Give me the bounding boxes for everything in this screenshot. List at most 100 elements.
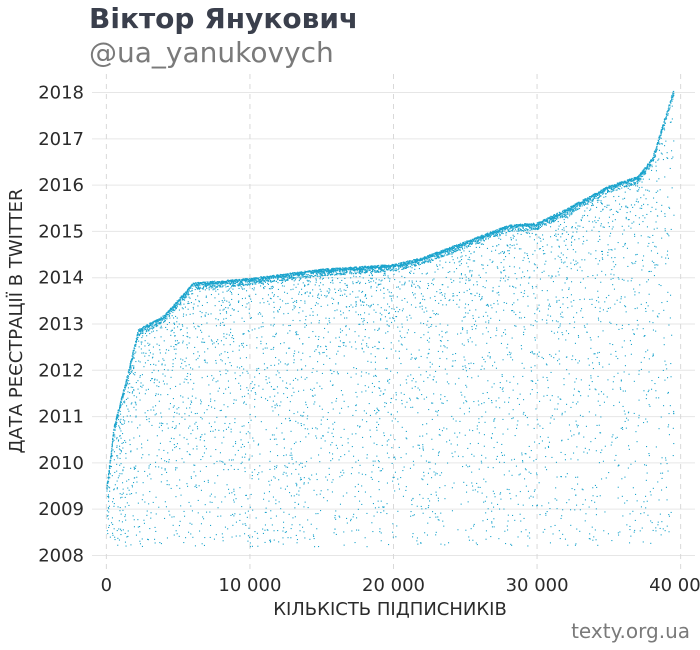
data-point: [386, 444, 388, 446]
data-point: [200, 401, 202, 403]
data-point: [522, 226, 524, 228]
data-point: [410, 374, 412, 376]
data-point: [191, 290, 193, 292]
data-point: [140, 343, 142, 345]
data-point: [215, 286, 217, 288]
data-point: [117, 455, 119, 457]
data-point: [471, 300, 473, 302]
data-point: [155, 323, 157, 325]
data-point: [368, 281, 370, 283]
data-point: [275, 332, 277, 334]
data-point: [435, 251, 437, 253]
data-point: [273, 434, 275, 436]
data-point: [416, 397, 418, 399]
data-point: [119, 507, 121, 509]
data-point: [166, 329, 168, 331]
data-point: [163, 318, 165, 320]
data-point: [481, 365, 483, 367]
data-point: [546, 244, 548, 246]
data-point: [452, 456, 454, 458]
data-point: [313, 403, 315, 405]
data-point: [132, 515, 134, 517]
data-point: [471, 328, 473, 330]
data-point: [552, 320, 554, 322]
data-point: [126, 502, 128, 504]
data-point: [495, 406, 497, 408]
data-point: [148, 349, 150, 351]
data-point: [234, 454, 236, 456]
data-point: [252, 509, 254, 511]
data-point: [464, 247, 466, 249]
data-point: [441, 284, 443, 286]
data-point: [612, 344, 614, 346]
data-point: [664, 176, 666, 178]
data-point: [172, 524, 174, 526]
data-point: [391, 308, 393, 310]
data-point: [651, 164, 653, 166]
data-point: [669, 108, 671, 110]
data-point: [260, 285, 262, 287]
data-point: [133, 519, 135, 521]
data-point: [525, 228, 527, 230]
data-point: [120, 530, 122, 532]
data-point: [217, 515, 219, 517]
data-point: [639, 178, 641, 180]
data-point: [491, 400, 493, 402]
data-point: [524, 468, 526, 470]
data-point: [647, 349, 649, 351]
data-point: [384, 273, 386, 275]
data-point: [352, 414, 354, 416]
data-point: [405, 437, 407, 439]
data-point: [305, 315, 307, 317]
data-point: [336, 447, 338, 449]
data-point: [232, 445, 234, 447]
data-point: [645, 310, 647, 312]
data-point: [114, 434, 116, 436]
data-point: [133, 395, 135, 397]
data-point: [641, 181, 643, 183]
data-point: [660, 472, 662, 474]
data-point: [372, 303, 374, 305]
data-point: [209, 285, 211, 287]
data-point: [534, 313, 536, 315]
data-point: [162, 423, 164, 425]
data-point: [491, 261, 493, 263]
data-point: [259, 302, 261, 304]
data-point: [574, 227, 576, 229]
data-point: [575, 208, 577, 210]
data-point: [175, 348, 177, 350]
data-point: [281, 285, 283, 287]
data-point: [178, 423, 180, 425]
data-point: [306, 291, 308, 293]
data-point: [592, 495, 594, 497]
data-point: [600, 281, 602, 283]
data-point: [169, 403, 171, 405]
data-point: [449, 299, 451, 301]
data-point: [140, 330, 142, 332]
data-point: [622, 183, 624, 185]
data-point: [645, 479, 647, 481]
data-point: [136, 335, 138, 337]
data-point: [133, 365, 135, 367]
data-point: [227, 380, 229, 382]
data-point: [326, 290, 328, 292]
data-point: [215, 534, 217, 536]
data-point: [496, 266, 498, 268]
data-point: [654, 383, 656, 385]
data-point: [540, 223, 542, 225]
data-point: [374, 374, 376, 376]
data-point: [656, 315, 658, 317]
data-point: [441, 430, 443, 432]
data-point: [161, 319, 163, 321]
data-point: [373, 280, 375, 282]
data-point: [391, 447, 393, 449]
data-point: [673, 410, 675, 412]
data-point: [410, 358, 412, 360]
data-point: [645, 170, 647, 172]
data-point: [359, 426, 361, 428]
data-point: [498, 538, 500, 540]
data-point: [184, 299, 186, 301]
data-point: [205, 296, 207, 298]
data-point: [661, 153, 663, 155]
data-point: [261, 281, 263, 283]
